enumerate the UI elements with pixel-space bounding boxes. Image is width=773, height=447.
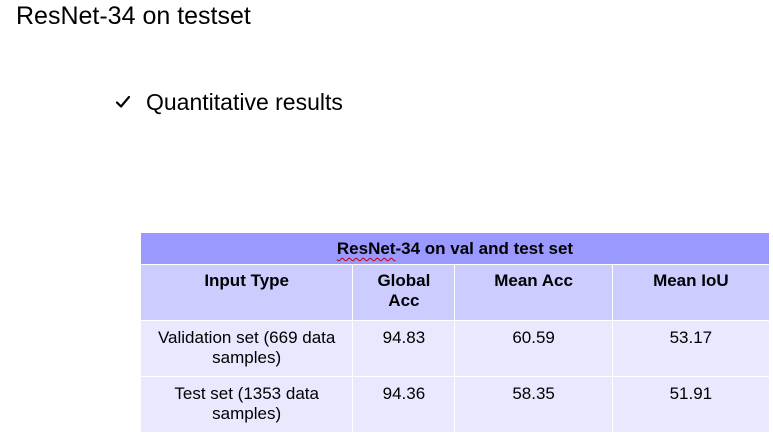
cell-input-type: Validation set (669 data samples) (139, 320, 354, 377)
table-caption-row: ResNet-34 on val and test set (140, 232, 770, 265)
checkmark-icon (116, 95, 130, 108)
cell-mean-acc: 60.59 (454, 320, 613, 377)
cell-input-type: Test set (1353 data samples) (139, 376, 354, 433)
table-caption: ResNet-34 on val and test set (140, 232, 770, 265)
results-table: ResNet-34 on val and test set Input Type… (139, 232, 771, 433)
table-header-row: Input Type Global Acc Mean Acc Mean IoU (139, 264, 771, 321)
cell-mean-iou: 53.17 (611, 320, 771, 377)
header-mean-iou: Mean IoU (611, 264, 771, 321)
header-input-type: Input Type (139, 264, 354, 321)
header-global-acc: Global Acc (352, 264, 456, 321)
cell-mean-iou: 51.91 (611, 376, 771, 433)
table-row: Validation set (669 data samples) 94.83 … (139, 320, 771, 377)
bullet-text: Quantitative results (146, 89, 343, 115)
table-row: Test set (1353 data samples) 94.36 58.35… (139, 376, 771, 433)
slide-title: ResNet-34 on testset (16, 2, 251, 30)
header-mean-acc: Mean Acc (454, 264, 613, 321)
caption-spellcheck-word: ResNet (336, 239, 396, 258)
cell-global-acc: 94.36 (352, 376, 456, 433)
cell-mean-acc: 58.35 (454, 376, 613, 433)
caption-rest: -34 on val and test set (395, 239, 574, 258)
bullet-item: Quantitative results (116, 88, 343, 116)
cell-global-acc: 94.83 (352, 320, 456, 377)
